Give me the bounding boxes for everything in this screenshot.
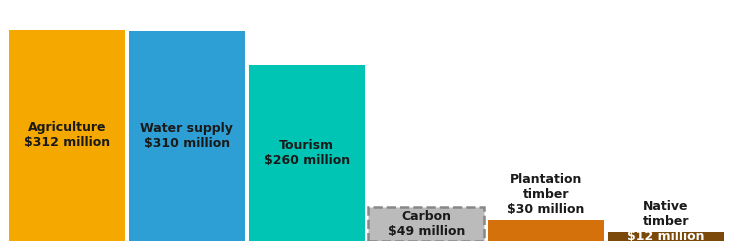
Text: $12 million: $12 million — [627, 230, 704, 243]
Bar — [129, 31, 245, 241]
Bar — [368, 208, 485, 241]
Bar — [9, 30, 125, 241]
Text: Tourism
$260 million: Tourism $260 million — [264, 139, 350, 167]
Text: Water supply
$310 million: Water supply $310 million — [141, 122, 233, 150]
Text: Plantation
timber
$30 million: Plantation timber $30 million — [507, 173, 585, 216]
Bar — [248, 65, 365, 241]
Bar — [488, 220, 604, 241]
Text: Carbon
$49 million: Carbon $49 million — [388, 210, 465, 238]
Text: Native
timber: Native timber — [643, 200, 689, 228]
Text: Agriculture
$312 million: Agriculture $312 million — [24, 121, 110, 149]
Bar — [608, 233, 724, 241]
